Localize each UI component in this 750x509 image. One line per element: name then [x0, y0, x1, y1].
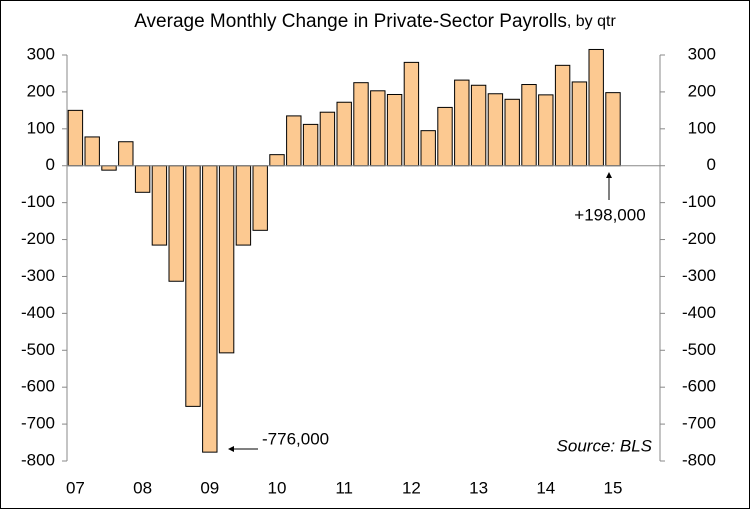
y-tick-label: -700 — [21, 414, 55, 433]
y-tick-label: -100 — [21, 192, 55, 211]
bar — [218, 165, 235, 354]
bar — [437, 106, 453, 167]
bar — [118, 141, 134, 167]
annotation: +198,000 — [574, 205, 645, 224]
y-tick-label: -300 — [21, 266, 55, 285]
y-tick-label: -400 — [21, 303, 55, 322]
bar — [386, 93, 403, 167]
chart-title: Average Monthly Change in Private-Sector… — [134, 11, 567, 32]
y-tick-label: -500 — [21, 340, 55, 359]
y-tick-label: -800 — [21, 450, 55, 469]
x-tick-label: 12 — [402, 478, 421, 497]
bar — [605, 92, 621, 167]
chart-title-group: Average Monthly Change in Private-Sector… — [134, 11, 616, 32]
bar — [252, 165, 268, 231]
bar — [151, 165, 168, 246]
y2-tick-label: 200 — [688, 81, 716, 100]
bar — [67, 109, 84, 167]
y2-tick-label: 300 — [688, 44, 716, 63]
bar — [454, 79, 470, 167]
bar — [504, 98, 520, 167]
bar — [588, 48, 604, 167]
y2-tick-label: -300 — [682, 266, 716, 285]
bar — [202, 165, 218, 453]
x-tick-label: 14 — [536, 478, 555, 497]
bar — [84, 136, 100, 167]
x-tick-label: 11 — [335, 478, 353, 497]
source: Source: BLS — [557, 436, 653, 455]
bar — [269, 154, 285, 167]
bar — [554, 64, 571, 167]
bar — [336, 101, 352, 167]
y2-tick-label: -600 — [682, 377, 716, 396]
bar — [235, 165, 252, 246]
y-tick-label: 300 — [27, 44, 55, 63]
x-tick-label: 08 — [133, 478, 152, 497]
bar — [353, 82, 369, 167]
x-tick-label: 07 — [66, 478, 85, 497]
y2-tick-label: -800 — [682, 450, 716, 469]
y2-tick-label: -200 — [682, 229, 716, 248]
x-tick-label: 09 — [200, 478, 219, 497]
arrowhead — [606, 172, 612, 178]
y2-tick-label: -100 — [682, 192, 716, 211]
chart-subtitle: , by qtr — [567, 13, 617, 30]
bar — [403, 61, 420, 167]
bar — [538, 94, 554, 167]
bar — [168, 165, 184, 282]
x-tick-label: 15 — [604, 478, 623, 497]
y-tick-label: 0 — [46, 155, 55, 174]
bar — [571, 81, 588, 167]
arrowhead — [228, 446, 234, 452]
bar — [370, 90, 386, 167]
bar — [286, 115, 302, 167]
bar — [302, 123, 319, 167]
bar — [101, 165, 117, 171]
bar — [487, 93, 504, 167]
bar — [521, 84, 537, 167]
bar — [470, 84, 487, 167]
annotation: -776,000 — [262, 429, 329, 448]
y2-tick-label: -400 — [682, 303, 716, 322]
y2-tick-label: -700 — [682, 414, 716, 433]
y2-tick-label: -500 — [682, 340, 716, 359]
x-tick-label: 10 — [268, 478, 287, 497]
x-tick-label: 13 — [469, 478, 488, 497]
bar — [420, 130, 436, 167]
bar — [134, 165, 151, 193]
y2-tick-label: 0 — [707, 155, 716, 174]
bar — [185, 165, 201, 407]
bar — [319, 111, 336, 167]
y-tick-label: -600 — [21, 377, 55, 396]
y-tick-label: -200 — [21, 229, 55, 248]
y2-tick-label: 100 — [688, 118, 716, 137]
y-tick-label: 100 — [27, 118, 55, 137]
y-tick-label: 200 — [27, 81, 55, 100]
